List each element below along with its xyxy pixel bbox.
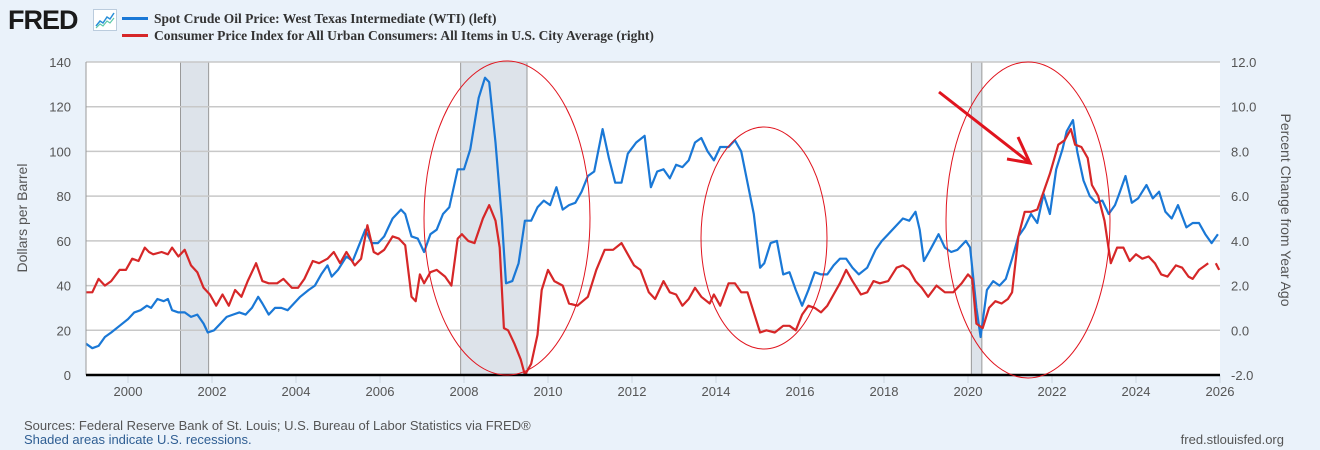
y-tick-label-left: 80 [57,189,71,204]
x-tick-label: 2022 [1038,384,1067,399]
legend-swatch-wti [122,17,148,20]
annotation-arrow-shaft [938,90,1031,165]
series-line-cpi [1214,262,1221,271]
recession-note-link[interactable]: Shaded areas indicate U.S. recessions. [24,432,252,447]
y-tick-label-left: 140 [49,55,71,70]
series-line-wti [85,76,1219,350]
series-line-cpi [86,128,1209,377]
x-tick-label: 2008 [450,384,479,399]
legend-item-wti[interactable]: Spot Crude Oil Price: West Texas Interme… [122,10,654,27]
x-tick-label: 2020 [954,384,983,399]
y-tick-label-right: 2.0 [1231,279,1249,294]
y-tick-label-left: 40 [57,279,71,294]
legend-item-cpi[interactable]: Consumer Price Index for All Urban Consu… [122,27,654,44]
recession-band [180,61,210,376]
legend-label-wti: Spot Crude Oil Price: West Texas Interme… [154,11,497,26]
x-tick-label: 2002 [198,384,227,399]
chart-canvas: 0 20 40 60 80 100 120 140 -2.0 0.0 2.0 4.0 6.0 8.0 10.… [14,55,1294,399]
x-tick-label: 2014 [702,384,731,399]
y-tick-label-right: 10.0 [1231,100,1256,115]
annotation-ellipse-2015 [700,126,828,350]
y-tick-label-right: 0.0 [1231,323,1249,338]
x-tick-label: 2004 [282,384,311,399]
sources-text: Sources: Federal Reserve Bank of St. Lou… [24,418,531,433]
plot-area [86,62,1220,375]
legend-swatch-cpi [122,34,148,37]
annotation-ellipse-2022 [945,61,1111,379]
x-tick-label: 2010 [534,384,563,399]
y-tick-label-left: 120 [49,100,71,115]
y-tick-label-left: 100 [49,144,71,159]
fred-logo[interactable]: FRED [8,6,78,34]
x-tick-label: 2012 [618,384,647,399]
site-link[interactable]: fred.stlouisfed.org [1180,432,1284,447]
y-tick-label-left: 0 [64,368,71,383]
x-tick-label: 2018 [870,384,899,399]
x-tick-label: 2024 [1122,384,1151,399]
y-axis-title-right: Percent Change from Year Ago [1278,113,1294,306]
annotation-ellipse-2008 [423,60,591,376]
x-tick-label: 2016 [786,384,815,399]
y-tick-label-right: 12.0 [1231,55,1256,70]
chart-line-icon [93,9,117,31]
y-tick-label-right: 6.0 [1231,189,1249,204]
y-tick-label-left: 20 [57,323,71,338]
y-axis-title-left: Dollars per Barrel [14,164,30,273]
x-tick-label: 2000 [114,384,143,399]
x-tick-label: 2026 [1206,384,1235,399]
logo-text: FRED [8,5,78,35]
annotation-arrow-head [1006,136,1033,165]
y-tick-label-left: 60 [57,234,71,249]
y-tick-label-right: 4.0 [1231,234,1249,249]
legend-label-cpi: Consumer Price Index for All Urban Consu… [154,28,654,43]
y-tick-label-right: -2.0 [1231,368,1253,383]
x-tick-label: 2006 [366,384,395,399]
chart-legend: Spot Crude Oil Price: West Texas Interme… [122,10,654,44]
y-tick-label-right: 8.0 [1231,144,1249,159]
